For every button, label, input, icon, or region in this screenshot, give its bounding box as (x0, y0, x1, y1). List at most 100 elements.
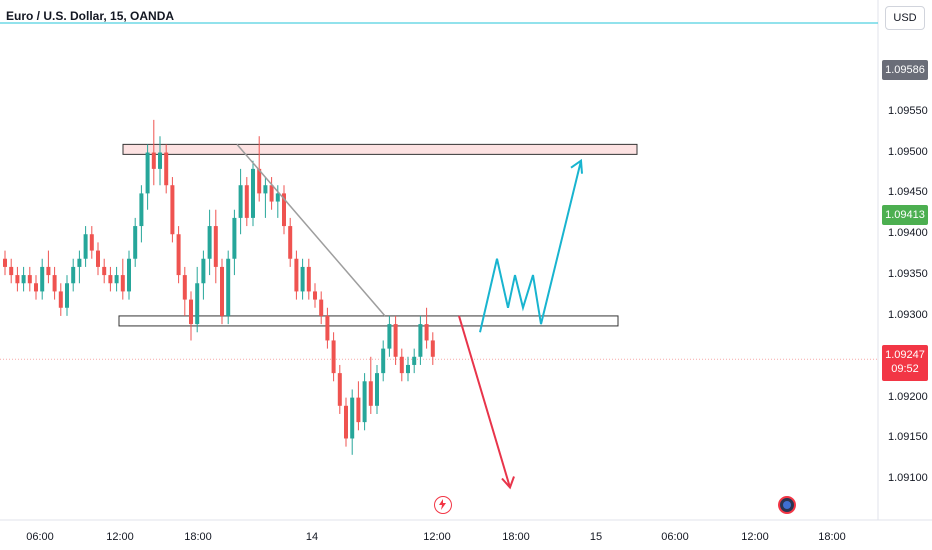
candle-body (430, 340, 435, 357)
candle-body (282, 193, 286, 227)
candle-body (406, 364, 410, 374)
candle-body (300, 266, 305, 292)
candle-body (89, 234, 94, 251)
candle-body (46, 266, 51, 276)
candle-body (176, 234, 181, 276)
candle-body (232, 217, 237, 259)
candle-body (182, 275, 187, 300)
candle-body (3, 258, 7, 267)
candle-body (331, 340, 336, 374)
candle-body (65, 283, 69, 308)
y-tick-label: 1.09150 (888, 431, 928, 444)
candle-body (226, 258, 231, 316)
prev-high-tag: 1.09586 (882, 60, 928, 80)
candle-body (220, 266, 224, 316)
x-tick-label: 18:00 (502, 531, 530, 543)
candle-body (294, 258, 299, 292)
green-level-tag: 1.09413 (882, 205, 928, 225)
candle-body (412, 356, 417, 365)
candle-body (356, 397, 361, 423)
zone-support (118, 315, 619, 327)
candle-body (244, 185, 249, 218)
y-tick-label: 1.09550 (888, 104, 928, 117)
candle-body (133, 226, 138, 259)
candle-body (387, 324, 392, 349)
candle-body (275, 193, 280, 202)
candle-body (201, 258, 206, 284)
candle-body (108, 275, 113, 284)
candle-body (120, 275, 125, 292)
x-tick-label: 14 (305, 531, 319, 543)
last-price-value: 1.09247 (885, 349, 925, 361)
candle-body (9, 266, 14, 276)
candle-body (114, 275, 119, 284)
candle-body (238, 185, 243, 218)
currency-button[interactable]: USD (885, 6, 925, 30)
trend-line (236, 143, 386, 317)
candle-body (127, 258, 131, 292)
candle-body (424, 324, 429, 341)
candle-body (213, 226, 218, 267)
candle-body (337, 373, 342, 406)
candle-body (27, 275, 32, 284)
candle-body (325, 315, 330, 341)
candle-body (102, 266, 107, 276)
candle-body (58, 291, 63, 308)
bullish-projection (479, 160, 582, 333)
candle-body (368, 381, 373, 406)
candle-body (195, 283, 200, 325)
y-tick-label: 1.09100 (888, 472, 928, 485)
candles (3, 119, 435, 455)
y-tick-label: 1.09450 (888, 186, 928, 199)
candle-body (158, 152, 162, 169)
candle-body (170, 185, 175, 235)
y-tick-label: 1.09400 (888, 227, 928, 240)
candle-body (251, 168, 255, 218)
candle-body (207, 226, 212, 259)
economic-event-icon[interactable] (778, 496, 796, 514)
candle-body (52, 275, 57, 292)
candle-body (399, 356, 404, 374)
candle-body (83, 234, 88, 259)
candle-body (381, 348, 386, 374)
candle-body (263, 185, 268, 194)
y-tick-label: 1.09300 (888, 308, 928, 321)
price-zones[interactable] (118, 143, 638, 327)
candle-body (319, 299, 324, 316)
candle-body (313, 291, 317, 300)
candle-body (269, 185, 274, 202)
candle-body (139, 193, 144, 227)
candle-body (393, 324, 398, 357)
x-tick-label: 12:00 (741, 531, 769, 543)
candle-body (164, 152, 169, 186)
candle-body (40, 266, 45, 292)
x-tick-label: 12:00 (106, 531, 134, 543)
x-tick-label: 06:00 (661, 531, 689, 543)
y-tick-label: 1.09500 (888, 145, 928, 158)
candle-body (151, 152, 156, 169)
candle-body (15, 275, 20, 284)
x-tick-label: 18:00 (184, 531, 212, 543)
candle-body (257, 168, 262, 194)
x-tick-label: 15 (589, 531, 603, 543)
candle-body (344, 405, 348, 439)
candle-body (418, 324, 423, 357)
candle-body (306, 266, 311, 292)
candle-body (375, 373, 379, 406)
candle-body (145, 152, 150, 194)
x-tick-label: 18:00 (818, 531, 846, 543)
bullish-arrowhead (570, 158, 583, 174)
candle-body (96, 250, 100, 267)
candle-body (34, 283, 38, 292)
candle-body (77, 258, 82, 267)
y-tick-label: 1.09350 (888, 268, 928, 281)
projections[interactable] (236, 143, 583, 490)
countdown-timer: 09:52 (891, 363, 919, 375)
candle-body (362, 381, 367, 423)
symbol-title[interactable]: Euro / U.S. Dollar, 15, OANDA (6, 9, 175, 23)
lightning-icon[interactable] (434, 496, 452, 514)
candle-body (71, 266, 76, 284)
candle-body (288, 226, 293, 259)
zone-resistance (122, 143, 638, 155)
